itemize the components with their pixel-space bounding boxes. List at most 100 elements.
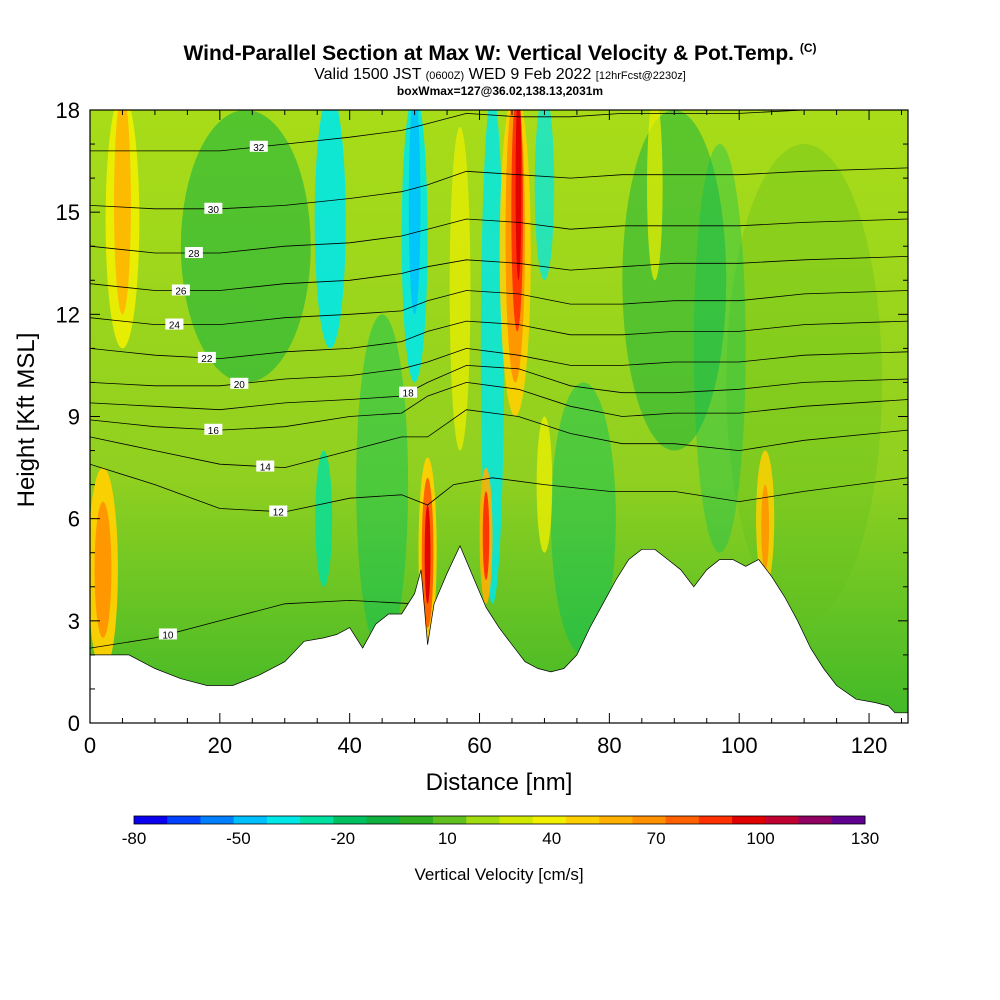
contour-label: 24	[169, 321, 181, 332]
x-tick-label: 0	[84, 733, 96, 758]
x-tick-label: 100	[721, 733, 758, 758]
chart-title-block: Wind-Parallel Section at Max W: Vertical…	[0, 36, 1000, 98]
updraft-column	[114, 110, 131, 315]
colorbar: -80 -50 -20 10 40 70 100 130	[122, 815, 879, 848]
colorbar-tick-label: -50	[226, 829, 251, 848]
colorbar-swatch	[300, 816, 334, 824]
contour-label-box	[165, 318, 184, 330]
downdraft-patch	[693, 144, 746, 553]
downdraft-column	[408, 110, 421, 315]
colorbar-swatch	[200, 816, 235, 824]
theta-contour	[90, 110, 908, 152]
x-axis-title: Distance [nm]	[426, 769, 573, 796]
chart-title-text: Wind-Parallel Section at Max W: Vertical…	[183, 42, 794, 65]
colorbar-swatch	[134, 816, 168, 824]
contour-label-box	[256, 460, 275, 472]
colorbar-swatch	[698, 816, 733, 824]
x-tick-label: 20	[208, 733, 232, 758]
colorbar-swatch	[433, 816, 467, 824]
terrain-mask	[90, 545, 908, 723]
downdraft-patch	[356, 314, 409, 655]
theta-contour	[90, 218, 908, 254]
forecast-info: [12hrFcst@2230z]	[595, 70, 686, 82]
colorbar-tick-label: -80	[122, 829, 147, 848]
contour-label: 26	[175, 286, 187, 297]
updraft-column	[647, 110, 663, 281]
colorbar-swatch	[599, 816, 633, 824]
x-tick-label: 80	[597, 733, 621, 758]
contour-label: 32	[253, 143, 265, 154]
downdraft-column	[315, 450, 333, 587]
colorbar-swatch	[499, 816, 534, 824]
colorbar-swatch	[399, 816, 434, 824]
theta-contour	[90, 320, 908, 360]
colorbar-tick-label: 10	[438, 829, 457, 848]
contour-label: 30	[208, 205, 220, 216]
colorbar-swatch	[167, 816, 201, 824]
theta-contour	[90, 381, 908, 431]
colorbar-swatch	[798, 816, 833, 824]
colorbar-frame	[133, 815, 866, 825]
updraft-column	[449, 127, 471, 451]
updraft-patch	[180, 110, 311, 383]
y-axis-title: Height [Kft MSL]	[13, 333, 40, 508]
colorbar-swatch	[466, 816, 500, 824]
colorbar-swatch	[732, 816, 766, 824]
updraft-column	[761, 484, 770, 570]
colorbar-swatch	[233, 816, 268, 824]
valid-time: Valid 1500 JST	[314, 66, 422, 83]
colorbar-tick-label: 100	[746, 829, 774, 848]
y-tick-label: 3	[68, 609, 80, 634]
theta-contour	[90, 256, 908, 291]
y-tick-label: 18	[56, 98, 80, 123]
y-tick-label: 12	[56, 302, 80, 327]
updraft-core	[94, 501, 112, 638]
contour-label-box	[171, 284, 190, 296]
axes: 0 20 40 60 80 100 120 0 3 6 9 12 15 18	[56, 98, 908, 758]
x-tick-label: 40	[337, 733, 361, 758]
contour-label: 10	[162, 630, 174, 641]
contour-label: 22	[201, 354, 213, 365]
colorbar-swatch	[632, 816, 667, 824]
colorbar-tick-label: 130	[851, 829, 879, 848]
theta-contour	[90, 167, 908, 210]
valid-utc: (0600Z)	[425, 70, 465, 82]
theta-contour	[90, 463, 908, 513]
contour-label-box	[230, 377, 249, 389]
y-tick-label: 15	[56, 200, 80, 225]
colorbar-tick-label: 70	[647, 829, 666, 848]
colorbar-swatch	[333, 816, 368, 824]
downdraft-column	[534, 110, 555, 281]
contour-label-box	[184, 247, 203, 259]
x-tick-label: 120	[851, 733, 888, 758]
contour-label-box	[204, 423, 223, 435]
contour-label: 16	[208, 426, 220, 437]
valid-date: WED 9 Feb 2022	[468, 66, 592, 83]
downdraft-patch	[550, 382, 616, 655]
contour-label: 12	[273, 508, 285, 519]
contour-label-box	[399, 386, 418, 398]
colorbar-title: Vertical Velocity [cm/s]	[414, 865, 583, 884]
y-tick-label: 9	[68, 405, 80, 430]
theta-contour	[90, 364, 908, 411]
chart-subtitle: Valid 1500 JST (0600Z) WED 9 Feb 2022 [1…	[0, 66, 1000, 85]
contour-label-box	[197, 351, 216, 363]
contour-label-box	[158, 628, 177, 640]
colorbar-swatch	[266, 816, 301, 824]
potential-temperature-contours: 10 12 14 16 18 20 22 24 26 28 30 32	[90, 110, 908, 649]
updraft-core	[424, 505, 431, 604]
colorbar-swatch	[532, 816, 567, 824]
x-tick-label: 60	[467, 733, 491, 758]
colorbar-swatch	[665, 816, 700, 824]
copyright-mark: (C)	[799, 41, 817, 55]
colorbar-tick-label: 40	[542, 829, 561, 848]
colorbar-swatch	[831, 816, 866, 824]
colorbar-swatch	[565, 816, 600, 824]
contour-label-box	[269, 505, 288, 517]
colorbar-swatch	[765, 816, 800, 824]
contour-label: 28	[188, 249, 200, 260]
contour-label: 20	[234, 380, 246, 391]
contour-label-box	[249, 140, 268, 152]
chart-title: Wind-Parallel Section at Max W: Vertical…	[0, 36, 1000, 66]
